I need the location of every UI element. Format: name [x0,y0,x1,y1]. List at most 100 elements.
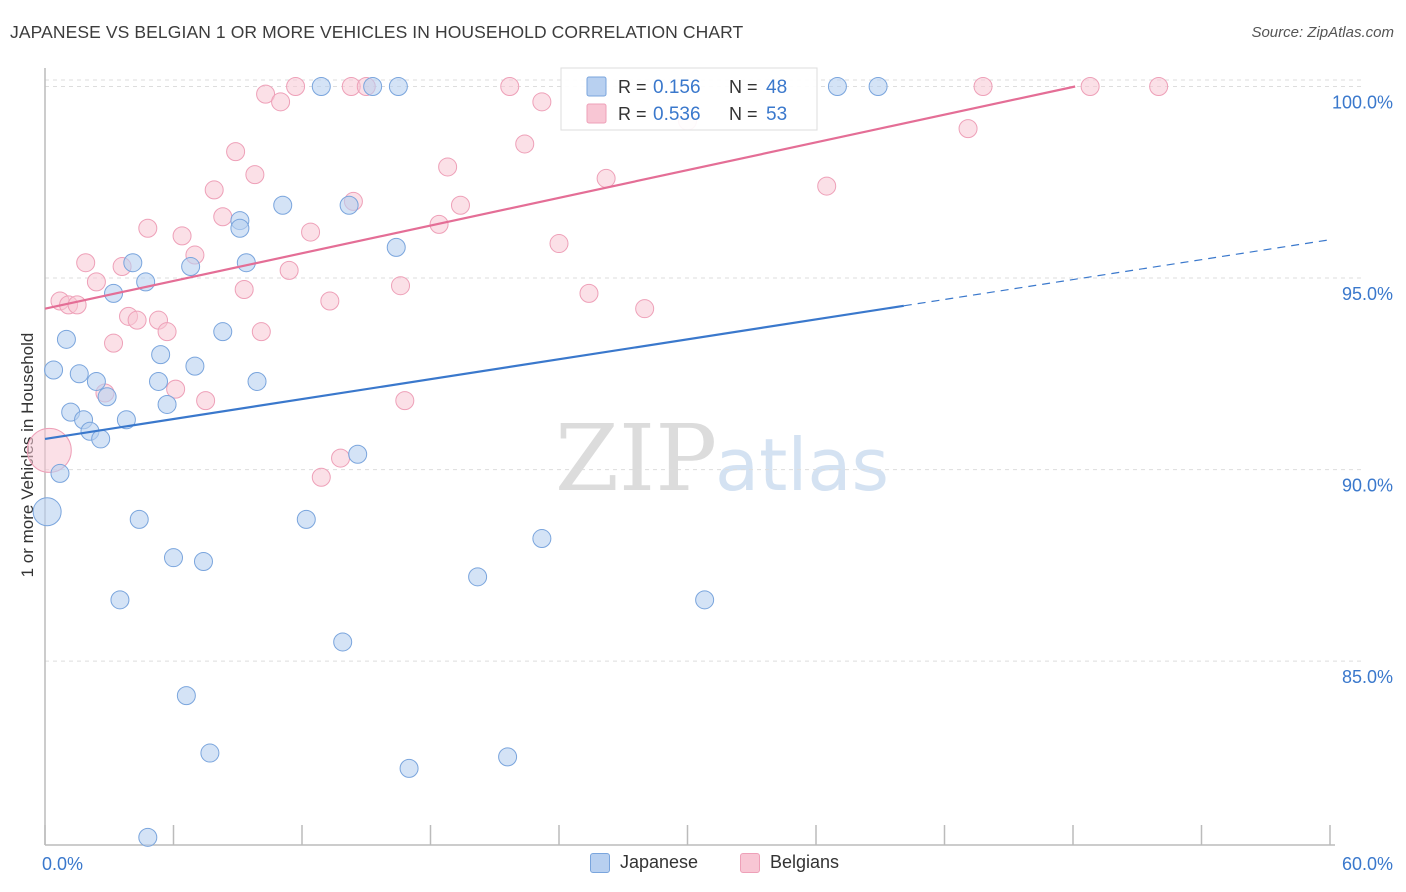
japanese-point [498,747,518,767]
belgians-point [331,448,351,468]
x-tick-label-min: 0.0% [42,854,83,874]
legend-item-japanese[interactable]: Japanese [590,852,698,873]
r-value: 0.536 [653,104,701,125]
japanese-point [311,76,331,96]
belgians-point [172,226,192,246]
japanese-point [50,463,70,483]
belgians-point [579,283,599,303]
belgians-point [450,195,470,215]
watermark-atlas: atlas [715,423,889,507]
japanese-point [151,345,171,365]
japanese-point [213,322,233,342]
japanese-point [200,743,220,763]
japanese-point [230,218,250,238]
japanese-point [97,387,117,407]
belgians-point [515,134,535,154]
japanese-point [129,509,149,529]
japanese-point [468,567,488,587]
japanese-point [348,444,368,464]
japanese-point [181,257,201,277]
r-value: 0.156 [653,77,701,98]
japanese-point [339,195,359,215]
japanese-points [32,76,888,847]
belgians-point [549,234,569,254]
japanese-point [138,827,158,847]
belgians-point [245,165,265,185]
legend-label-japanese: Japanese [620,852,699,872]
legend-item-belgians[interactable]: Belgians [740,852,839,873]
japanese-point [149,371,169,391]
belgians-points [26,76,1169,487]
belgians-point [26,427,72,473]
chart-title: JAPANESE VS BELGIAN 1 OR MORE VEHICLES I… [10,22,744,42]
belgians-point [76,253,96,273]
belgians-point [532,92,552,112]
belgians-point [166,379,186,399]
belgians-point [320,291,340,311]
belgians-point [86,272,106,292]
japanese-point [868,76,888,96]
n-label: N = [729,77,758,97]
belgians-point [251,322,271,342]
japanese-point [157,394,177,414]
y-tick-label: 100.0% [1332,92,1393,112]
japanese-point [532,529,552,549]
japanese-point [56,329,76,349]
japanese-point [399,758,419,778]
japanese-point [388,76,408,96]
belgians-point [395,391,415,411]
japanese-point [273,195,293,215]
japanese-point [86,371,106,391]
belgians-point [500,76,520,96]
belgians-point [234,280,254,300]
belgians-point [104,333,124,353]
belgians-point [271,92,291,112]
japanese-point [695,590,715,610]
trend-lines [44,85,1331,441]
legend-label-belgians: Belgians [770,852,840,872]
stats-legend: R = 0.156 N = 48 R = 0.536 N = 53 [560,67,818,131]
y-tick-label: 85.0% [1342,667,1393,687]
belgians-point [196,391,216,411]
japanese-trend-line [44,304,904,441]
japanese-point [333,632,353,652]
belgians-point [286,76,306,96]
japanese-point [176,686,196,706]
belgians-point [635,299,655,319]
belgians-point [127,310,147,330]
belgians-point [973,76,993,96]
japanese-point [827,76,847,96]
japanese-point [247,371,267,391]
belgians-swatch [740,852,760,873]
stats-swatch [586,103,607,124]
japanese-trend-extension [903,239,1331,307]
belgians-point [301,222,321,242]
series-legend: Japanese Belgians [0,852,1406,878]
japanese-point [110,590,130,610]
belgians-point [311,467,331,487]
belgians-point [157,322,177,342]
n-value: 48 [766,77,787,98]
belgians-point [213,207,233,227]
r-label: R = [618,104,647,124]
belgians-point [279,260,299,280]
japanese-point [44,360,64,380]
japanese-point [236,253,256,273]
belgians-point [391,276,411,296]
source-label: Source: ZipAtlas.com [1251,24,1394,41]
japanese-point [32,497,62,527]
y-tick-label: 95.0% [1342,284,1393,304]
japanese-swatch [590,852,610,873]
belgians-point [817,176,837,196]
belgians-point [226,142,246,162]
belgians-point [138,218,158,238]
watermark-zip: ZIP [555,405,717,512]
japanese-point [69,364,89,384]
belgians-point [596,168,616,188]
japanese-point [185,356,205,376]
japanese-point [123,253,143,273]
n-label: N = [729,104,758,124]
belgians-point [204,180,224,200]
